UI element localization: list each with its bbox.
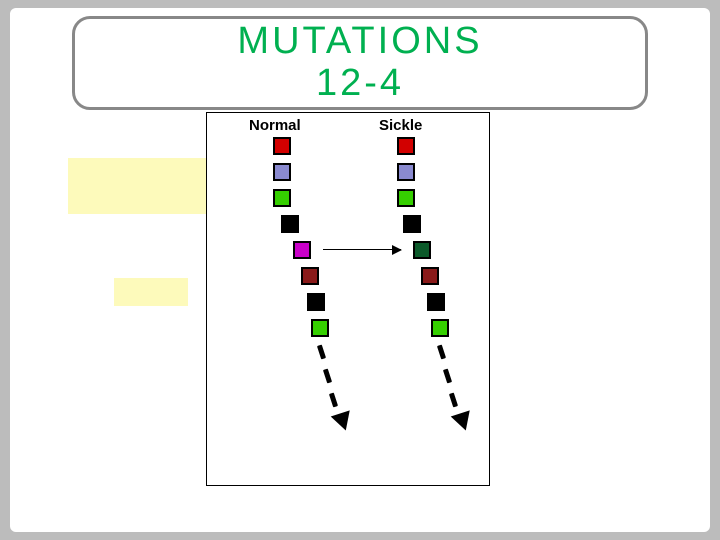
slide: MUTATIONS 12-4 Normal Sickle — [10, 8, 710, 532]
normal-residue-7 — [311, 319, 329, 337]
title-line-1: MUTATIONS — [75, 21, 645, 63]
sickle-tail-dash-1 — [443, 369, 452, 384]
sickle-residue-2 — [397, 189, 415, 207]
normal-residue-0 — [273, 137, 291, 155]
highlight-box-2 — [114, 278, 188, 306]
sickle-tail-arrowhead-icon — [451, 410, 476, 433]
label-sickle: Sickle — [379, 117, 422, 134]
sickle-residue-6 — [427, 293, 445, 311]
sickle-residue-7 — [431, 319, 449, 337]
label-normal: Normal — [249, 117, 301, 134]
sickle-residue-5 — [421, 267, 439, 285]
normal-tail-dash-0 — [317, 345, 326, 360]
normal-residue-2 — [273, 189, 291, 207]
normal-tail-arrowhead-icon — [331, 410, 356, 433]
normal-residue-1 — [273, 163, 291, 181]
title-line-2: 12-4 — [75, 63, 645, 105]
normal-tail-dash-2 — [329, 393, 338, 408]
normal-tail-dash-1 — [323, 369, 332, 384]
sickle-residue-0 — [397, 137, 415, 155]
mutation-diagram: Normal Sickle — [206, 112, 490, 486]
normal-residue-3 — [281, 215, 299, 233]
sickle-residue-4 — [413, 241, 431, 259]
sickle-residue-3 — [403, 215, 421, 233]
sickle-tail-dash-2 — [449, 393, 458, 408]
normal-residue-5 — [301, 267, 319, 285]
normal-residue-4 — [293, 241, 311, 259]
sickle-residue-1 — [397, 163, 415, 181]
sickle-tail-dash-0 — [437, 345, 446, 360]
title-box: MUTATIONS 12-4 — [72, 16, 648, 110]
mutation-arrow — [323, 249, 401, 250]
normal-residue-6 — [307, 293, 325, 311]
